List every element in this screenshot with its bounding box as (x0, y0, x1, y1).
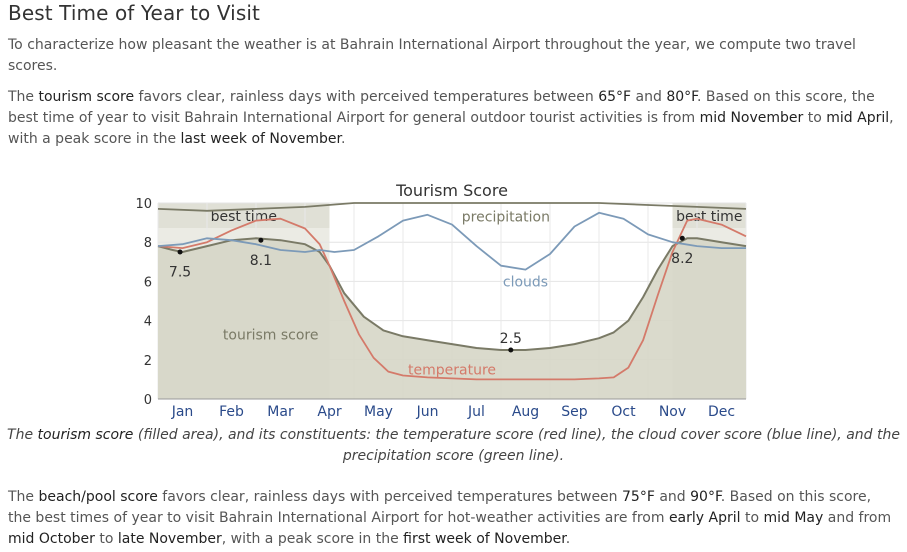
x-tick-label: Apr (317, 404, 341, 420)
x-tick-label: Oct (611, 404, 636, 420)
x-tick-label: Jan (171, 404, 194, 420)
y-tick-label: 10 (135, 197, 152, 212)
tourism-score-chart: Tourism Score best time best time 0 2 4 6 8 10… (0, 170, 907, 470)
point-value-label: 8.2 (671, 251, 693, 267)
peak-point (679, 235, 685, 241)
chart-svg: Tourism Score best time best time 0 2 4 6 8 10… (135, 181, 747, 420)
x-tick-label: Feb (219, 404, 244, 420)
x-tick-label: Jul (467, 404, 485, 420)
point-value-label: 7.5 (169, 265, 191, 281)
temperature-line (157, 217, 747, 381)
y-tick-label: 4 (144, 315, 152, 330)
intro-paragraph: To characterize how pleasant the weather… (8, 37, 856, 74)
beach-score-term: beach/pool score (38, 489, 158, 505)
point-value-label: 2.5 (500, 331, 522, 347)
caption-tourism-score: tourism score (37, 427, 134, 443)
tourism-score-line (157, 237, 747, 351)
x-tick-label: Aug (512, 404, 539, 420)
x-tick-label: Jun (416, 404, 439, 420)
x-tick-label: Dec (708, 404, 735, 420)
y-tick-label: 2 (144, 354, 152, 369)
series-label-precipitation: precipitation (462, 210, 550, 226)
chart-title: Tourism Score (395, 181, 508, 200)
point-value-label: 8.1 (250, 253, 272, 269)
chart-caption: The tourism score (filled area), and its… (7, 427, 900, 464)
page-title: Best Time of Year to Visit (8, 1, 260, 25)
tourism-paragraph: The tourism score favors clear, rainless… (8, 89, 894, 147)
series-label-temperature: temperature (408, 363, 496, 379)
y-tick-label: 6 (144, 275, 152, 290)
x-tick-label: Nov (659, 404, 686, 420)
x-tick-label: Mar (267, 404, 294, 420)
y-tick-label: 8 (144, 236, 152, 251)
clouds-line (157, 211, 746, 271)
x-tick-label: Sep (561, 404, 588, 420)
best-time-label: best time (676, 209, 742, 225)
peak-point (258, 237, 264, 243)
tourism-score-term: tourism score (38, 89, 135, 105)
tourism-score-area (158, 238, 746, 399)
series-label-tourism-score: tourism score (223, 327, 319, 343)
peak-point (508, 347, 514, 353)
x-tick-label: May (364, 404, 393, 420)
precipitation-line (157, 202, 747, 212)
series-label-clouds: clouds (503, 274, 548, 290)
y-tick-label: 0 (144, 393, 152, 408)
best-time-label: best time (211, 209, 277, 225)
peak-point (177, 249, 183, 255)
beach-paragraph: The beach/pool score favors clear, rainl… (8, 489, 892, 547)
